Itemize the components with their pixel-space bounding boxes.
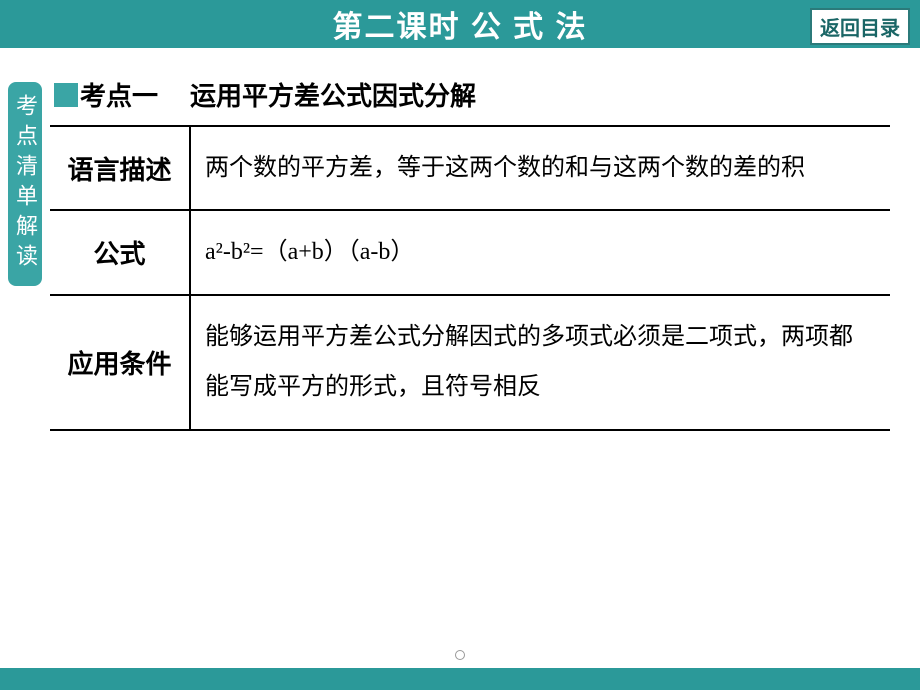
header-bar: 第二课时 公 式 法 返回目录 [0,0,920,48]
table-row: 应用条件 能够运用平方差公式分解因式的多项式必须是二项式，两项都能写成平方的形式… [50,295,890,430]
page-indicator [455,650,465,660]
row-label: 应用条件 [50,295,190,430]
topic-marker-icon [54,83,78,107]
sidebar-label: 考点清单解读 [9,94,41,274]
row-content: 能够运用平方差公式分解因式的多项式必须是二项式，两项都能写成平方的形式，且符号相… [190,295,890,430]
table-row: 语言描述 两个数的平方差，等于这两个数的和与这两个数的差的积 [50,126,890,210]
page-title: 第二课时 公 式 法 [332,2,587,46]
main-content: 考点一 运用平方差公式因式分解 语言描述 两个数的平方差，等于这两个数的和与这两… [50,76,890,431]
topic-label: 考点一 [80,76,158,113]
row-content: 两个数的平方差，等于这两个数的和与这两个数的差的积 [190,126,890,210]
row-content: a²-b²=（a+b）（a-b） [190,210,890,294]
table-row: 公式 a²-b²=（a+b）（a-b） [50,210,890,294]
footer-bar [0,668,920,690]
row-label: 公式 [50,210,190,294]
content-table: 语言描述 两个数的平方差，等于这两个数的和与这两个数的差的积 公式 a²-b²=… [50,125,890,431]
row-label: 语言描述 [50,126,190,210]
sidebar-tab[interactable]: 考点清单解读 [8,82,42,286]
return-button[interactable]: 返回目录 [810,8,910,45]
topic-header: 考点一 运用平方差公式因式分解 [50,76,890,125]
topic-title: 运用平方差公式因式分解 [190,76,476,113]
